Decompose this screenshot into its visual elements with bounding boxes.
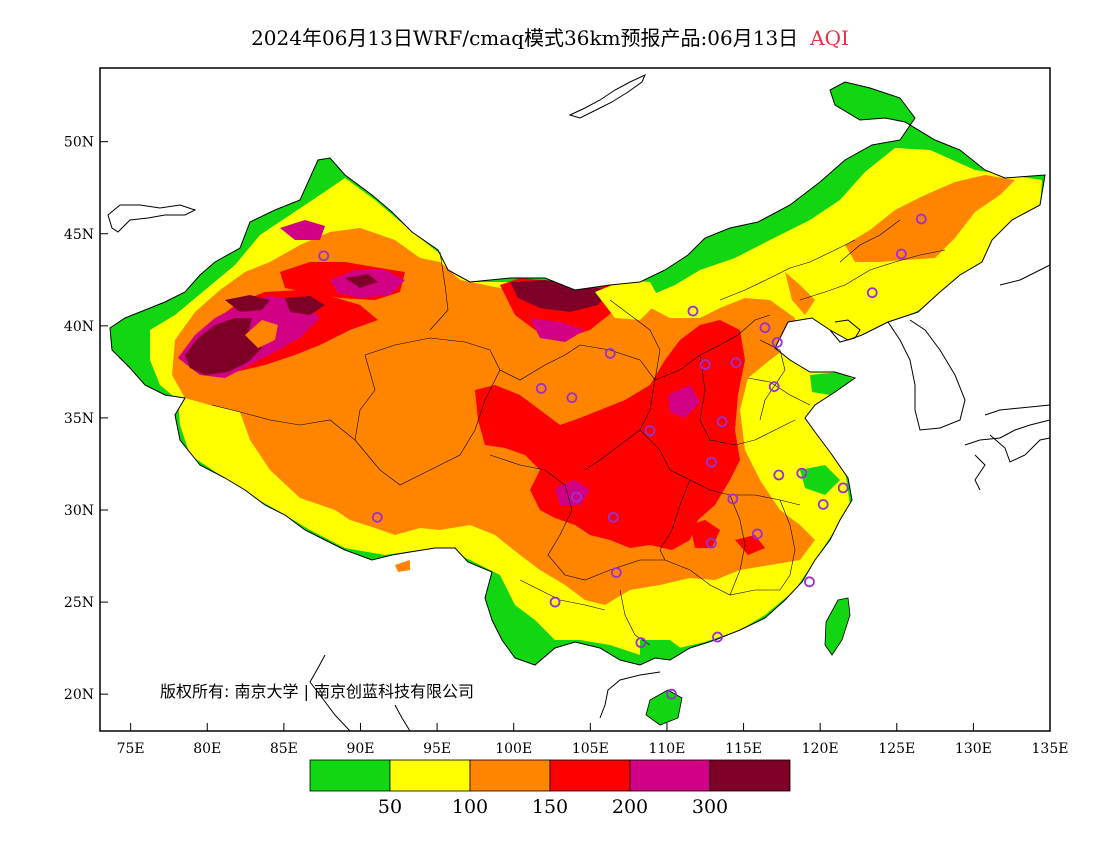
- x-tick-label: 115E: [725, 741, 762, 757]
- city-station-marker: [768, 381, 780, 393]
- city-station-marker: [610, 567, 622, 579]
- y-tick-label: 45N: [64, 227, 94, 243]
- province-borders: [211, 219, 946, 646]
- x-axis-ticks: 75E 80E 85E 90E 95E 100E 105E 110E 115E 120E 125E 1…: [117, 723, 1069, 757]
- legend-label: 300: [692, 796, 728, 818]
- legend-label: 100: [452, 796, 488, 818]
- taiwan-island: [824, 597, 851, 656]
- city-station-marker: [549, 596, 561, 608]
- city-station-marker: [895, 248, 907, 260]
- x-tick-label: 80E: [193, 741, 221, 757]
- city-station-marker: [773, 469, 785, 481]
- x-tick-label: 100E: [495, 741, 532, 757]
- map-frame: [99, 67, 1051, 732]
- china-border: [109, 81, 1046, 666]
- city-station-marker: [535, 383, 547, 394]
- city-station-marker: [817, 499, 829, 510]
- x-tick-label: 105E: [572, 741, 609, 757]
- aqi-zone-150-200: [475, 320, 745, 550]
- city-station-marker: [687, 305, 699, 317]
- city-station-marker: [751, 528, 763, 540]
- legend-swatch: [469, 759, 551, 792]
- city-station-marker: [712, 631, 723, 643]
- x-tick-label: 130E: [955, 741, 992, 757]
- city-station-marker: [730, 357, 742, 369]
- legend-swatch: [309, 759, 391, 792]
- x-tick-label: 135E: [1032, 741, 1069, 757]
- aqi-zone-gt-300: [185, 318, 262, 375]
- city-station-marker: [318, 250, 330, 262]
- city-station-marker: [915, 213, 927, 225]
- y-tick-label: 20N: [64, 687, 94, 703]
- city-station-marker: [571, 491, 582, 503]
- city-station-marker: [371, 511, 383, 523]
- y-tick-label: 50N: [64, 135, 94, 151]
- city-station-markers: [318, 213, 927, 700]
- city-station-marker: [566, 392, 578, 404]
- city-station-marker: [607, 511, 619, 523]
- y-tick-label: 30N: [64, 503, 94, 519]
- city-station-marker: [716, 416, 728, 428]
- legend-swatch: [629, 759, 711, 792]
- city-station-marker: [796, 467, 808, 479]
- city-station-marker: [666, 688, 677, 700]
- city-station-marker: [866, 287, 878, 299]
- title-variable: AQI: [810, 26, 849, 50]
- x-tick-label: 85E: [270, 741, 298, 757]
- map-area: 版权所有: 南京大学 | 南京创蓝科技有限公司: [100, 68, 1050, 731]
- x-tick-label: 120E: [802, 741, 839, 757]
- y-tick-label: 25N: [64, 595, 94, 611]
- legend-swatch: [709, 759, 791, 792]
- legend-label: 50: [378, 796, 402, 818]
- x-tick-label: 95E: [423, 741, 451, 757]
- x-tick-label: 90E: [346, 741, 374, 757]
- x-tick-label: 125E: [878, 741, 915, 757]
- city-station-marker: [705, 456, 717, 468]
- city-station-marker: [644, 425, 656, 437]
- city-station-marker: [727, 493, 739, 505]
- city-station-marker: [804, 576, 815, 588]
- legend-swatch: [389, 759, 471, 792]
- city-station-marker: [837, 482, 849, 494]
- y-tick-label: 35N: [64, 411, 94, 427]
- title-main: 2024年06月13日WRF/cmaq模式36km预报产品:06月13日: [251, 26, 799, 50]
- legend-swatch: [549, 759, 631, 792]
- city-station-marker: [699, 359, 711, 370]
- x-tick-label: 110E: [648, 741, 685, 757]
- y-tick-label: 40N: [64, 319, 94, 335]
- city-station-marker: [705, 537, 717, 549]
- city-station-marker: [604, 348, 616, 359]
- coastlines: [107, 73, 1050, 731]
- city-station-marker: [635, 637, 647, 648]
- map-title: 2024年06月13日WRF/cmaq模式36km预报产品:06月13日 AQI: [0, 22, 1100, 51]
- copyright-text: 版权所有: 南京大学 | 南京创蓝科技有限公司: [160, 682, 474, 701]
- city-station-marker: [771, 337, 783, 348]
- city-station-marker: [759, 322, 771, 334]
- legend-label: 200: [612, 796, 648, 818]
- x-tick-label: 75E: [117, 741, 145, 757]
- aqi-legend: 50 100 150 200 300: [309, 759, 791, 818]
- legend-label: 150: [532, 796, 568, 818]
- y-axis-ticks: 20N 25N 30N 35N 40N 45N 50N: [64, 135, 108, 703]
